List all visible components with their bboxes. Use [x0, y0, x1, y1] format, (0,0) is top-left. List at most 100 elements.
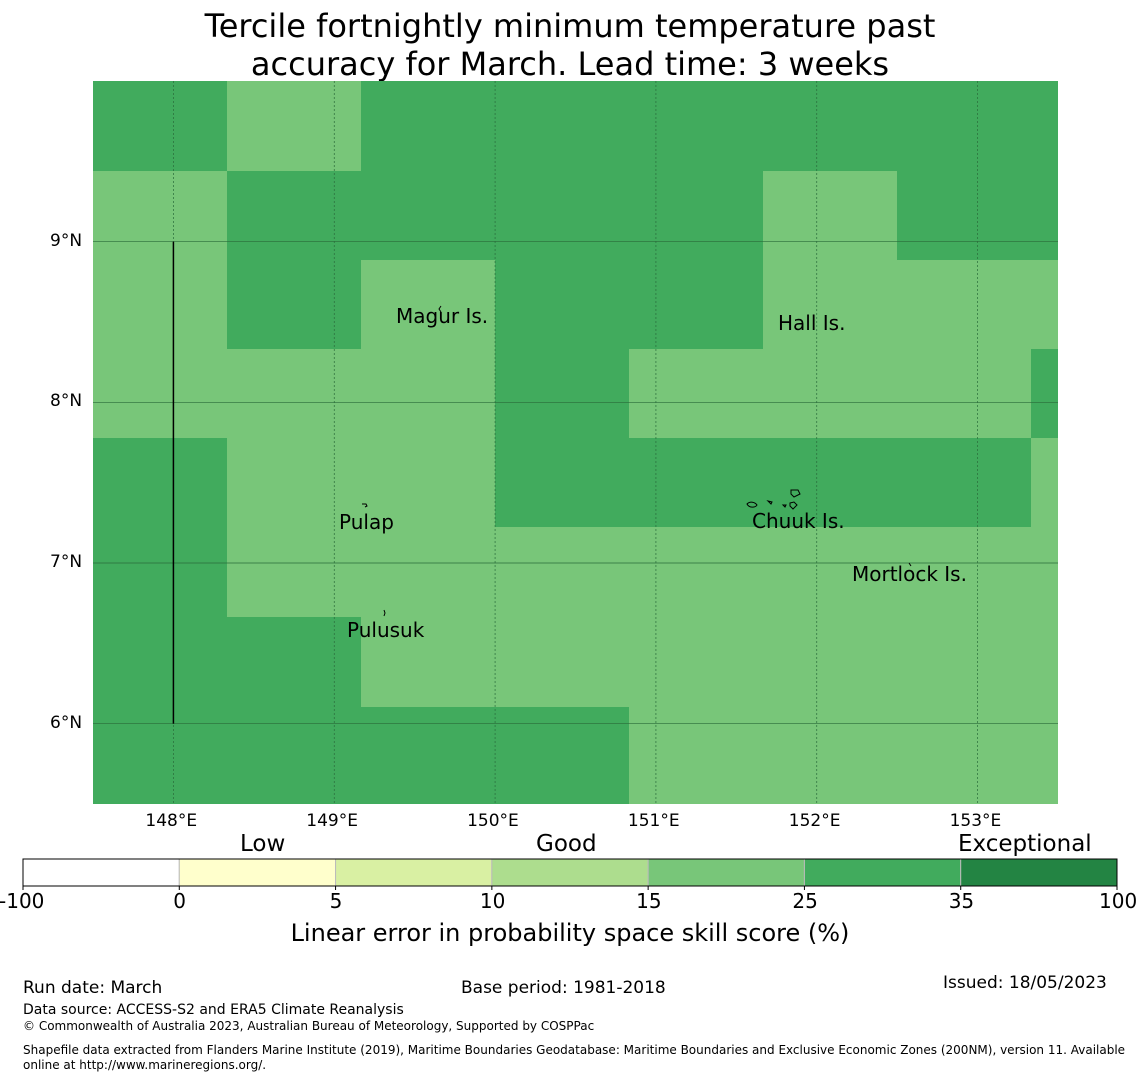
graticule: [93, 81, 1058, 804]
grid-cell: [629, 349, 763, 438]
colorbar-tick-label: 10: [479, 889, 506, 913]
colorbar-tick-label: -100: [0, 889, 45, 913]
grid-cell: [629, 707, 763, 804]
grid-cell: [763, 617, 897, 707]
island-outline: [438, 305, 442, 313]
grid-cell: [361, 438, 495, 527]
colorbar-tick-label: 15: [636, 889, 662, 913]
grid-cell: [495, 707, 629, 804]
grid-cell: [495, 260, 629, 349]
grid-cell: [227, 617, 361, 707]
lon-tick-label: 148°E: [145, 811, 198, 831]
colorbar-segment: [491, 858, 649, 887]
place-label-pulap: Pulap: [339, 510, 394, 534]
grid-cell: [227, 707, 361, 804]
grid-cell: [1031, 171, 1058, 260]
grid-cell: [227, 438, 361, 527]
grid-cell: [361, 527, 495, 617]
grid-cell: [361, 81, 495, 171]
shapefile-credit-line2: online at http://www.marineregions.org/.: [23, 1058, 267, 1072]
grid-cell: [361, 707, 495, 804]
place-label-hall: Hall Is.: [778, 311, 846, 335]
lat-tick-label: 6°N: [50, 712, 83, 733]
lon-tick-label: 153°E: [949, 811, 1002, 831]
colorbar-segment: [22, 858, 180, 887]
place-label-pulusuk: Pulusuk: [347, 618, 425, 642]
grid-cell: [227, 171, 361, 260]
grid-cell: [93, 349, 227, 438]
grid-cell: [93, 617, 227, 707]
grid-cell: [897, 349, 1031, 438]
shapefile-credit-line1: Shapefile data extracted from Flanders M…: [23, 1043, 1126, 1057]
grid-cell: [227, 349, 361, 438]
grid-cell: [93, 171, 227, 260]
grid-cell: [897, 260, 1031, 349]
colorbar-tick-label: 25: [792, 889, 818, 913]
grid-cell: [227, 527, 361, 617]
lon-tick-label: 149°E: [306, 811, 358, 831]
grid-cell: [361, 171, 495, 260]
grid-cell: [897, 527, 1031, 617]
colorbar-tick-label: 35: [948, 889, 975, 913]
grid-cell: [763, 527, 897, 617]
colorbar-segment: [647, 858, 805, 887]
grid-cell: [763, 81, 897, 171]
colorbar-label: Linear error in probability space skill …: [290, 919, 850, 947]
grid-cell: [93, 438, 227, 527]
colorbar-tick-label: 5: [329, 889, 343, 913]
grid-cell: [93, 81, 227, 171]
grid-cell: [629, 81, 763, 171]
grid-cell: [897, 81, 1031, 171]
grid-cell: [495, 81, 629, 171]
island-outline: [908, 562, 912, 567]
base-period: Base period: 1981-2018: [461, 978, 666, 998]
grid-cell: [495, 349, 629, 438]
colorbar-segment: [335, 858, 493, 887]
issued-date: Issued: 18/05/2023: [943, 973, 1107, 993]
grid-cell: [629, 260, 763, 349]
lon-tick-label: 151°E: [627, 811, 680, 831]
lat-tick-label: 9°N: [50, 230, 83, 251]
grid-cell: [361, 260, 495, 349]
grid-cell: [361, 349, 495, 438]
grid-cell: [629, 438, 763, 527]
grid-cell: [897, 707, 1031, 804]
island-outlines: [362, 305, 912, 617]
island-outline: [790, 489, 801, 498]
grid-cell: [93, 260, 227, 349]
place-label-mortlock: Mortlock Is.: [852, 562, 967, 586]
island-outline: [362, 503, 368, 508]
grid-cell: [361, 617, 495, 707]
grid-cell: [93, 527, 227, 617]
grid-cell: [763, 707, 897, 804]
grid-cell: [1031, 349, 1058, 438]
grid-cell: [495, 527, 629, 617]
grid-cell: [763, 438, 897, 527]
lat-tick-label: 7°N: [50, 552, 83, 572]
grid-cell: [763, 260, 897, 349]
grid-cell: [1031, 260, 1058, 349]
colorbar: [22, 858, 1118, 890]
grid-cell: [1031, 617, 1058, 707]
island-outline: [746, 501, 758, 508]
island-outline: [383, 609, 386, 617]
grid-cell: [1031, 81, 1058, 171]
run-date: Run date: March: [23, 978, 163, 998]
data-source: Data source: ACCESS-S2 and ERA5 Climate …: [23, 1002, 404, 1018]
grid-cell: [897, 171, 1031, 260]
colorbar-tick-label: 0: [173, 889, 187, 913]
grid-cell: [1031, 527, 1058, 617]
grid-cell: [1031, 707, 1058, 804]
island-outline: [781, 504, 787, 508]
lon-tick-label: 150°E: [467, 811, 519, 831]
colorbar-tick-label: 100: [1099, 889, 1138, 913]
skill-grid: [93, 81, 1058, 804]
chart-title-line2: accuracy for March. Lead time: 3 weeks: [250, 45, 890, 83]
grid-cell: [93, 707, 227, 804]
grid-cell: [227, 81, 361, 171]
colorbar-tier-exceptional: Exceptional: [958, 831, 1092, 857]
grid-cell: [763, 349, 897, 438]
colorbar-frame: [22, 858, 1118, 887]
island-outline: [766, 500, 773, 505]
